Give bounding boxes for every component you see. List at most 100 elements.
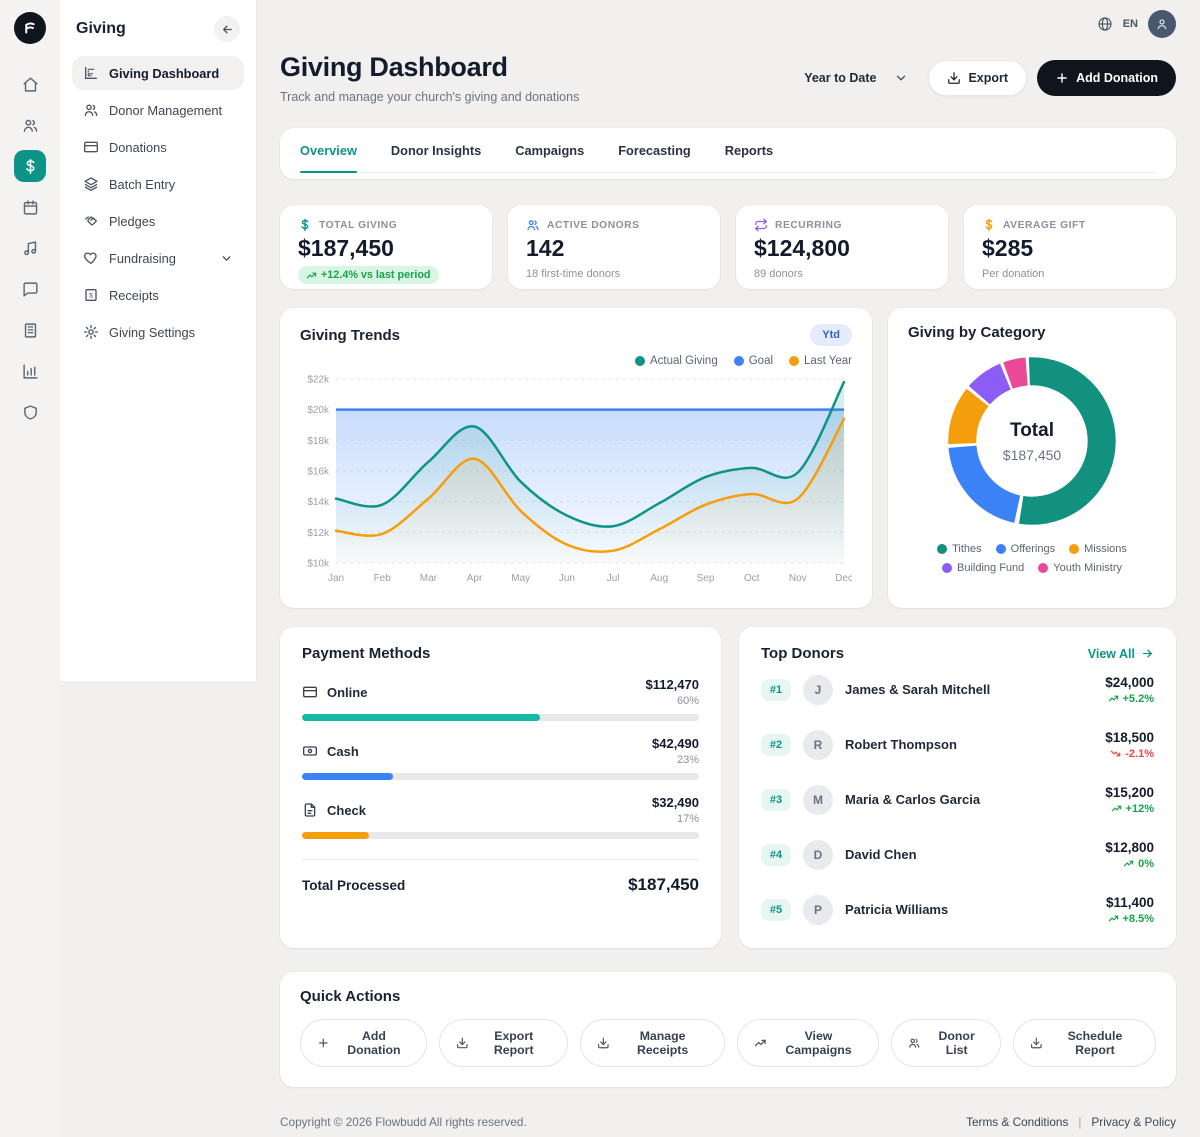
donor-name: David Chen [845, 847, 917, 862]
giving-trends-chart: $10k $12k $14k $16k $18k $20k $22k Jan Feb Mar Apr… [307, 375, 852, 585]
terms-link[interactable]: Terms & Conditions [966, 1115, 1069, 1129]
rail-item-organization[interactable] [14, 314, 46, 346]
ytd-badge[interactable]: Ytd [810, 324, 852, 346]
quick-export-report-button[interactable]: Export Report [439, 1019, 568, 1067]
total-processed-label: Total Processed [302, 877, 406, 893]
sidebar-item-donor-management[interactable]: Donor Management [72, 93, 244, 127]
legend-label: Offerings [1010, 543, 1056, 555]
rail-item-security[interactable] [14, 396, 46, 428]
sidebar-item-giving-settings[interactable]: Giving Settings [72, 315, 244, 349]
download-icon [1031, 1037, 1042, 1049]
chevron-down-icon [897, 75, 906, 81]
plus-icon [318, 1038, 328, 1048]
quick-view-campaigns-button[interactable]: View Campaigns [736, 1019, 880, 1067]
globe-icon[interactable] [1097, 16, 1113, 32]
rail-item-giving[interactable] [14, 150, 46, 182]
svg-text:$10k: $10k [307, 559, 330, 570]
donor-change: +8.5% [1106, 913, 1154, 925]
quick-schedule-report-button[interactable]: Schedule Report [1013, 1019, 1156, 1067]
chat-icon [22, 281, 38, 297]
quick-add-donation-button[interactable]: Add Donation [300, 1019, 428, 1067]
donor-change-value: +8.5% [1122, 912, 1155, 925]
handshake-icon [85, 216, 97, 226]
quick-donor-list-button[interactable]: Donor List [891, 1019, 1002, 1067]
rail-item-reports[interactable] [14, 355, 46, 387]
flowbudd-logo[interactable] [14, 12, 46, 44]
sidebar-item-label: Donations [109, 139, 167, 155]
stat-value: $285 [982, 235, 1034, 261]
stat-subtext: Per donation [982, 268, 1045, 280]
chevron-down-icon [220, 252, 233, 265]
privacy-link[interactable]: Privacy & Policy [1091, 1115, 1176, 1129]
document-icon [304, 803, 316, 817]
payment-progress-fill [302, 714, 541, 721]
sidebar-item-label: Giving Settings [109, 324, 196, 340]
svg-text:Jan: Jan [328, 573, 344, 584]
legend-label: Actual Giving [649, 355, 718, 367]
main-content: EN Giving Dashboard Track and manage you… [256, 0, 1200, 1137]
rail-item-people[interactable] [14, 109, 46, 141]
payment-progress-check [302, 832, 699, 839]
rail-item-messages[interactable] [14, 273, 46, 305]
avatar: P [803, 894, 833, 925]
tab-label: Forecasting [618, 142, 691, 158]
quick-action-label: Schedule Report [1067, 1029, 1123, 1057]
sidebar-item-fundraising[interactable]: Fundraising [72, 241, 244, 275]
rail-item-worship[interactable] [14, 232, 46, 264]
tab-campaigns[interactable]: Campaigns [515, 128, 584, 172]
download-icon [948, 72, 961, 84]
tab-overview[interactable]: Overview [300, 128, 357, 173]
add-donation-button[interactable]: Add Donation [1037, 60, 1176, 96]
bar-chart-icon [85, 67, 97, 79]
svg-text:$16k: $16k [307, 467, 330, 478]
sidebar-collapse-button[interactable] [214, 16, 240, 42]
view-all-link[interactable]: View All [1088, 647, 1154, 661]
tab-donor-insights[interactable]: Donor Insights [391, 128, 481, 172]
export-button[interactable]: Export [928, 60, 1028, 96]
stat-change-badge: +12.4% vs last period [298, 266, 439, 284]
donor-row[interactable]: #3 M Maria & Carlos Garcia $15,200 +12% [761, 772, 1154, 827]
avatar: J [803, 674, 833, 705]
rail-item-calendar[interactable] [14, 191, 46, 223]
tab-forecasting[interactable]: Forecasting [618, 128, 691, 172]
legend-dot-last-year [789, 356, 800, 366]
svg-text:Oct: Oct [744, 573, 760, 584]
giving-trends-card: Giving Trends Ytd Actual Giving Goal Las… [280, 308, 872, 608]
payment-progress-fill [302, 832, 370, 839]
stat-label: RECURRING [775, 219, 842, 231]
sidebar-item-batch-entry[interactable]: Batch Entry [72, 167, 244, 201]
tab-reports[interactable]: Reports [725, 128, 773, 172]
donor-change-value: +5.2% [1122, 692, 1155, 705]
donor-name: James & Sarah Mitchell [845, 682, 991, 697]
sidebar-title: Giving [76, 20, 126, 37]
quick-action-label: Donor List [938, 1029, 975, 1057]
payment-percent: 60% [676, 695, 699, 707]
sidebar-item-donations[interactable]: Donations [72, 130, 244, 164]
avatar: M [803, 784, 833, 815]
user-avatar[interactable] [1148, 10, 1176, 38]
users-icon [527, 220, 539, 231]
sidebar-item-label: Fundraising [109, 250, 176, 266]
donor-row[interactable]: #4 D David Chen $12,800 0% [761, 827, 1154, 882]
stat-subtext: 18 first-time donors [526, 268, 621, 280]
legend-dot-missions [1069, 544, 1080, 554]
sidebar-item-pledges[interactable]: Pledges [72, 204, 244, 238]
layers-icon [84, 177, 98, 191]
language-label[interactable]: EN [1122, 18, 1138, 30]
payment-amount: $112,470 [645, 677, 699, 692]
donor-row[interactable]: #5 P Patricia Williams $11,400 +8.5% [761, 882, 1154, 937]
donor-amount: $11,400 [1105, 894, 1154, 910]
avatar: R [803, 729, 833, 760]
sidebar-item-giving-dashboard[interactable]: Giving Dashboard [72, 56, 244, 90]
donor-row[interactable]: #2 R Robert Thompson $18,500 -2.1% [761, 717, 1154, 772]
stat-subtext: 89 donors [754, 268, 803, 280]
period-selector[interactable]: Year to Date [794, 63, 918, 93]
arrow-right-icon [1143, 649, 1152, 658]
rail-item-home[interactable] [14, 68, 46, 100]
shield-icon [23, 404, 37, 420]
sidebar-item-receipts[interactable]: $ Receipts [72, 278, 244, 312]
quick-manage-receipts-button[interactable]: Manage Receipts [579, 1019, 725, 1067]
rail-nav [14, 68, 46, 428]
legend-label: Tithes [952, 543, 982, 555]
donor-row[interactable]: #1 J James & Sarah Mitchell $24,000 +5.2… [761, 662, 1154, 717]
